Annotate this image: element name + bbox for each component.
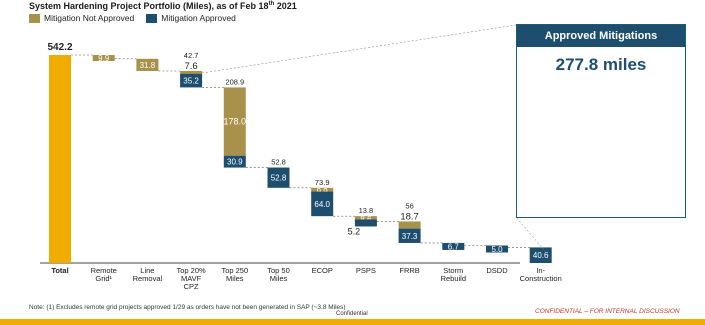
confidential-notice: CONFIDENTIAL – FOR INTERNAL DISCUSSION [535,308,680,315]
legend-label-approved: Mitigation Approved [161,13,236,23]
x-tick-label-line: Top 20% [177,266,207,275]
x-tick-label-line: Miles [270,274,288,283]
x-tick-label: Top 20% MAVF CPZ [177,266,207,291]
bar-label-not-approved: 9.9 [317,187,329,196]
x-tick-label: DSDD [486,266,508,275]
bar-not-approved [92,55,115,61]
x-tick-label-line: PSPS [356,266,376,275]
bar-approved [311,191,334,217]
x-tick-label: Remote Grid¹ [91,266,117,283]
bar-label-approved: 6.7 [448,242,460,251]
bar-label-approved: 52.8 [271,174,287,183]
x-tick-label-line: FRRB [399,266,419,275]
bar-label-not-approved: 18.7 [400,211,419,222]
legend-swatch-not-approved [29,13,40,23]
category-total-label: 42.7 [184,51,199,60]
bar-approved [267,167,290,188]
category-total-label: 56 [405,201,413,210]
bar-approved [180,73,203,88]
bar-total [49,55,71,263]
legend-label-not-approved: Mitigation Not Approved [44,13,135,23]
panel-title: Approved Mitigations [517,25,685,47]
category-total-label: 52.8 [271,158,286,167]
bar-label-approved: 37.3 [402,232,418,241]
bar-label-not-approved: 178.0 [224,117,247,127]
callout-line-bottom [515,216,552,260]
bar-label-approved: 40.6 [533,251,549,260]
bar-not-approved [311,187,334,194]
legend: Mitigation Not Approved Mitigation Appro… [29,13,248,23]
panel-total: 277.8 miles [555,55,647,74]
bar-label-approved: 30.9 [227,158,243,167]
x-tick-label-line: In- [536,266,545,275]
bar-approved [529,247,552,263]
bar-label-not-approved: 31.8 [140,61,156,70]
bar-approved [223,155,246,168]
x-tick-label: FRRB [399,266,419,275]
x-tick-label-line: Miles [226,274,244,283]
x-tick-label-line: Remote [91,266,117,275]
category-total-label: 13.8 [359,206,374,215]
x-tick-label: Storm Rebuild [441,266,466,283]
category-total-label: 73.9 [315,178,330,187]
x-tick-label-line: Grid¹ [95,274,112,283]
category-total-label: 208.9 [225,77,244,86]
x-tick-label: Line Removal [133,266,163,283]
callout-line-top [202,24,517,74]
footnote: Note: (1) Excludes remote grid projects … [29,304,346,311]
bar-approved [486,245,508,253]
x-tick-label-line: Removal [133,274,163,283]
bar-label-approved: 5.2 [348,226,361,236]
bar-not-approved [354,216,377,223]
confidential-center: Confidential [336,311,368,317]
bar-label-approved: 35.2 [183,77,199,86]
x-tick-label-line: ECOP [312,266,333,275]
bar-label-not-approved: 9.9 [98,54,110,63]
x-tick-label-line: Storm [443,266,463,275]
bar-not-approved [223,87,246,156]
x-tick-label-line: Construction [520,274,562,283]
legend-item-not-approved: Mitigation Not Approved [29,13,134,23]
x-tick-label: In-Construction [520,266,562,283]
bar-not-approved [136,58,159,71]
bar-label-not-approved: 7.6 [184,61,197,72]
x-tick-label: PSPS [356,266,376,275]
bar-label-approved: 5.0 [491,245,503,254]
x-tick-label: Total [51,266,68,275]
legend-swatch-approved [146,13,158,23]
x-tick-label-line: Top 50 [267,266,290,275]
x-tick-label-line: DSDD [486,266,508,275]
x-tick-label: Top 250 Miles [221,266,248,283]
legend-item-approved: Mitigation Approved [146,13,236,23]
bottom-bar [0,319,705,325]
x-tick-label-line: Top 250 [221,266,248,275]
x-tick-label-line: Line [140,266,154,275]
x-tick-label-line: Rebuild [441,274,466,283]
bar-label-approved: 64.0 [314,200,330,209]
x-tick-label: Top 50 Miles [267,266,290,283]
bar-approved [398,228,421,243]
x-tick-label-line: CPZ [184,282,199,291]
chart-title: System Hardening Project Portfolio (Mile… [29,1,297,11]
bar-label-total: 542.2 [47,42,72,53]
bar-approved [442,242,465,250]
bar-approved [354,219,377,227]
bar-not-approved [398,221,421,229]
x-tick-label-line: MAVF [181,274,202,283]
x-tick-label: ECOP [312,266,333,275]
x-tick-label-line: Total [51,266,68,275]
approved-mitigations-panel: Approved Mitigations 277.8 miles [516,24,686,218]
